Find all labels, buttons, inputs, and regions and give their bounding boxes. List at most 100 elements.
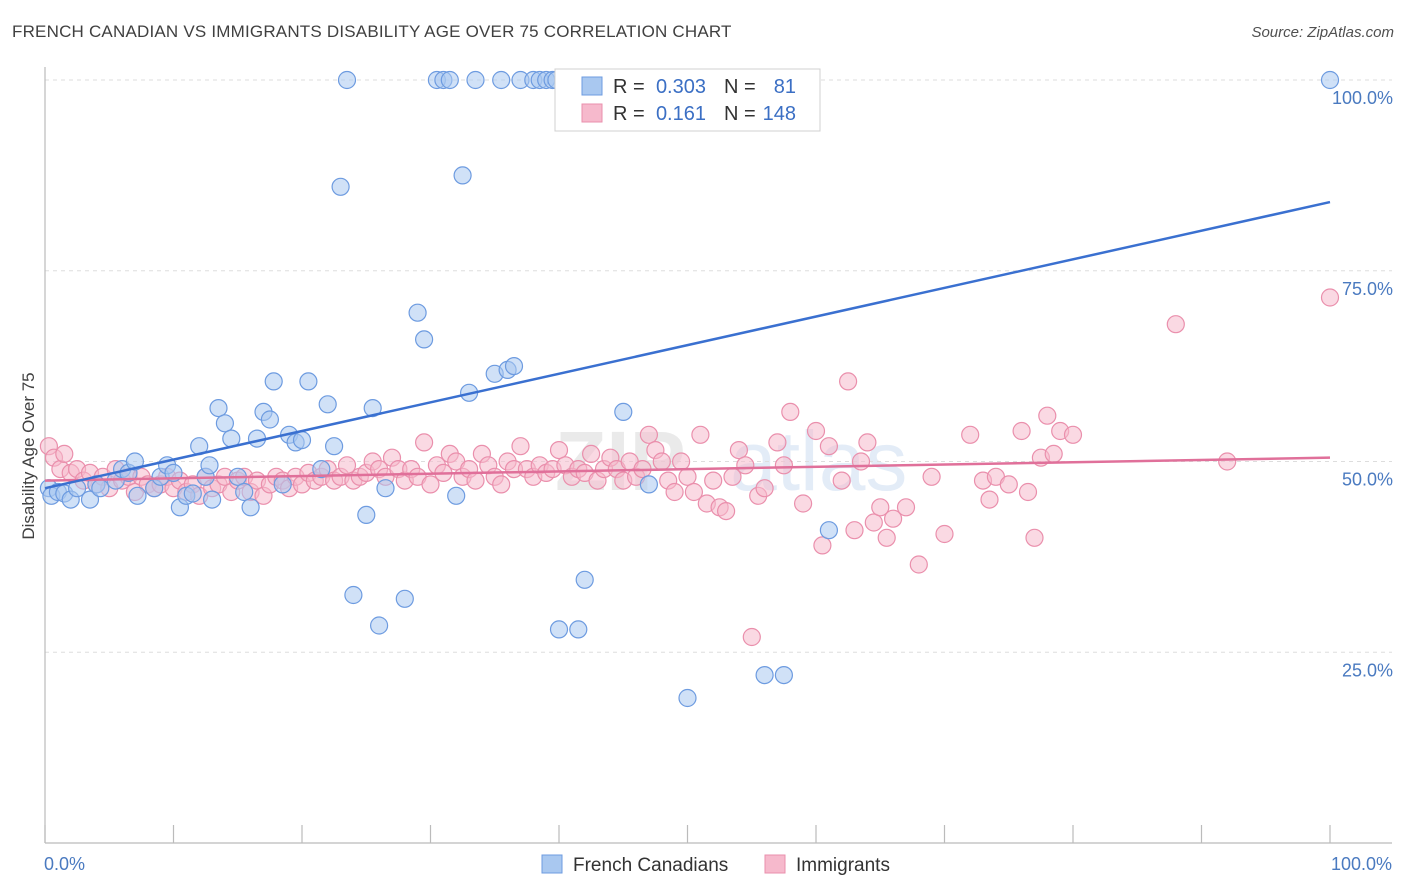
french-canadians-point-74 bbox=[639, 475, 659, 494]
x-tick-label-min: 0.0% bbox=[44, 854, 85, 874]
french-canadians-point-46 bbox=[357, 505, 376, 525]
french-canadians-point-61 bbox=[492, 70, 511, 90]
immigrants-point-114 bbox=[774, 456, 794, 475]
immigrants-point-99 bbox=[671, 452, 691, 471]
immigrants-point-122 bbox=[845, 521, 864, 540]
series-legend: French Canadians Immigrants bbox=[541, 854, 890, 876]
immigrants-point-127 bbox=[877, 528, 896, 547]
immigrants-point-120 bbox=[832, 471, 851, 490]
french-canadians-trend-line bbox=[44, 200, 1331, 490]
immigrants-point-85 bbox=[581, 444, 601, 463]
french-canadians-point-77 bbox=[755, 665, 774, 685]
french-canadians-point-43 bbox=[331, 177, 350, 196]
french-canadians-point-56 bbox=[447, 486, 466, 505]
immigrants-point-138 bbox=[1012, 421, 1031, 441]
legend-r-label-1: R = bbox=[613, 76, 645, 98]
french-canadians-point-26 bbox=[215, 414, 234, 433]
french-canadians-point-51 bbox=[408, 303, 427, 322]
french-canadians-points bbox=[39, 70, 1340, 708]
french-canadians-point-44 bbox=[337, 70, 357, 90]
x-tick-label-max: 100.0% bbox=[1331, 854, 1392, 874]
gridlines bbox=[45, 79, 1392, 653]
immigrants-point-129 bbox=[896, 498, 916, 517]
y-tick-labels: 25.0% 50.0% 75.0% 100.0% bbox=[1332, 88, 1393, 680]
french-canadians-point-34 bbox=[264, 372, 283, 391]
series-swatch-pink bbox=[764, 854, 786, 874]
legend-swatch-blue bbox=[581, 76, 603, 96]
immigrants-point-96 bbox=[652, 452, 671, 471]
immigrants-point-100 bbox=[678, 467, 697, 486]
immigrants-point-102 bbox=[691, 425, 710, 444]
immigrants-point-71 bbox=[492, 475, 511, 494]
immigrants-point-108 bbox=[729, 441, 749, 460]
legend-swatch-pink bbox=[581, 103, 603, 123]
immigrants-point-140 bbox=[1025, 528, 1044, 547]
immigrants-point-142 bbox=[1038, 406, 1057, 425]
immigrants-point-119 bbox=[819, 437, 839, 456]
immigrants-point-67 bbox=[466, 471, 485, 490]
french-canadians-point-29 bbox=[235, 482, 254, 502]
correlation-legend: R = 0.303 N = 81 R = 0.161 N = 148 bbox=[554, 68, 821, 132]
immigrants-point-135 bbox=[980, 490, 999, 509]
french-canadians-point-35 bbox=[273, 475, 292, 494]
immigrants-point-116 bbox=[793, 494, 813, 513]
immigrants-point-147 bbox=[1218, 452, 1237, 471]
french-canadians-point-25 bbox=[209, 399, 228, 418]
immigrants-point-109 bbox=[736, 456, 755, 475]
y-tick-label-75: 75.0% bbox=[1342, 279, 1393, 299]
immigrants-point-113 bbox=[768, 433, 787, 452]
immigrants-point-112 bbox=[755, 479, 774, 498]
french-canadians-point-38 bbox=[292, 431, 312, 450]
immigrants-point-123 bbox=[851, 452, 871, 471]
series-label-french-canadians: French Canadians bbox=[573, 855, 728, 876]
legend-n-value-2: 148 bbox=[763, 103, 796, 125]
french-canadians-point-47 bbox=[363, 399, 382, 418]
french-canadians-point-79 bbox=[819, 521, 839, 540]
immigrants-point-47 bbox=[337, 456, 357, 475]
series-swatch-blue bbox=[541, 854, 563, 874]
immigrants-point-59 bbox=[415, 433, 434, 452]
french-canadians-point-33 bbox=[260, 410, 279, 429]
immigrants-point-126 bbox=[871, 498, 890, 517]
immigrants-point-106 bbox=[716, 502, 736, 521]
french-canadians-point-50 bbox=[395, 589, 414, 608]
immigrants-point-115 bbox=[781, 402, 800, 421]
legend-r-value-1: 0.303 bbox=[656, 76, 706, 98]
immigrants-trend-line bbox=[44, 456, 1331, 482]
legend-n-label-1: N = bbox=[724, 76, 756, 98]
french-canadians-point-12 bbox=[125, 452, 144, 471]
french-canadians-point-52 bbox=[415, 330, 434, 349]
legend-r-value-2: 0.161 bbox=[656, 103, 706, 125]
french-canadians-point-39 bbox=[299, 372, 318, 391]
french-canadians-point-71 bbox=[569, 620, 588, 639]
chart-title: FRENCH CANADIAN VS IMMIGRANTS DISABILITY… bbox=[12, 22, 732, 41]
immigrants-point-131 bbox=[922, 467, 941, 486]
immigrants-point-117 bbox=[806, 421, 826, 441]
immigrants-point-128 bbox=[883, 509, 903, 528]
y-tick-label-25: 25.0% bbox=[1342, 660, 1393, 680]
immigrants-point-74 bbox=[511, 437, 530, 456]
french-canadians-point-70 bbox=[549, 620, 569, 639]
immigrants-point-104 bbox=[704, 471, 723, 490]
french-canadians-point-13 bbox=[128, 486, 147, 505]
immigrants-point-118 bbox=[813, 536, 832, 555]
legend-n-value-1: 81 bbox=[774, 76, 796, 98]
french-canadians-point-42 bbox=[325, 437, 344, 456]
french-canadians-point-24 bbox=[203, 490, 222, 509]
series-label-immigrants: Immigrants bbox=[796, 855, 890, 876]
immigrants-point-98 bbox=[665, 482, 684, 502]
immigrants-point-145 bbox=[1063, 425, 1083, 444]
immigrants-point-133 bbox=[961, 425, 980, 444]
immigrants-point-130 bbox=[909, 555, 928, 574]
french-canadians-point-48 bbox=[370, 616, 389, 635]
immigrants-point-125 bbox=[864, 513, 883, 532]
french-canadians-point-55 bbox=[440, 70, 459, 90]
immigrants-point-139 bbox=[1018, 482, 1038, 502]
axes bbox=[44, 67, 1392, 844]
french-canadians-point-20 bbox=[183, 484, 202, 503]
immigrants-points bbox=[39, 288, 1340, 647]
french-canadians-point-6 bbox=[80, 490, 100, 509]
source-label: Source: ZipAtlas.com bbox=[1251, 24, 1394, 41]
french-canadians-point-80 bbox=[1320, 70, 1340, 90]
legend-r-label-2: R = bbox=[613, 103, 645, 125]
